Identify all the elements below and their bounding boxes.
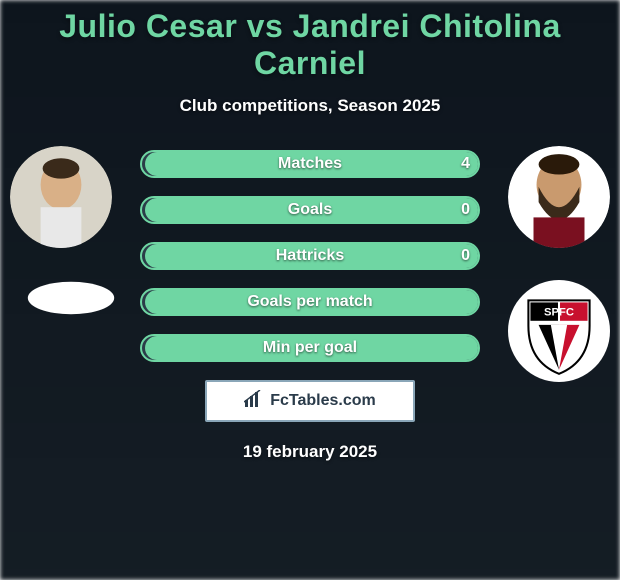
stat-label: Min per goal [140,334,480,362]
bars-icon [244,390,264,413]
comparison-date: 19 february 2025 [0,442,620,462]
comparison-subtitle: Club competitions, Season 2025 [0,96,620,116]
stat-label: Matches [140,150,480,178]
stat-row: Goals0 [140,196,480,224]
stat-bars: Matches4Goals0Hattricks0Goals per matchM… [140,150,480,362]
stat-row: Hattricks0 [140,242,480,270]
source-logo-text: FcTables.com [270,392,376,410]
svg-text:SPFC: SPFC [544,307,574,319]
source-logo: FcTables.com [205,380,415,422]
player-left-avatar [10,146,112,248]
player-right-club-badge: SPFC [508,280,610,382]
player-right-avatar [508,146,610,248]
card-content: Julio Cesar vs Jandrei Chitolina Carniel… [0,0,620,580]
player-left-club-badge [26,280,116,370]
stat-value-right: 0 [461,242,470,270]
comparison-title: Julio Cesar vs Jandrei Chitolina Carniel [0,8,620,82]
stats-area: SPFC Matches4Goals0Hattricks0Goals per m… [0,150,620,362]
stat-value-right: 0 [461,196,470,224]
stat-row: Min per goal [140,334,480,362]
stat-label: Hattricks [140,242,480,270]
stat-label: Goals [140,196,480,224]
stat-row: Matches4 [140,150,480,178]
stat-row: Goals per match [140,288,480,316]
stat-value-right: 4 [461,150,470,178]
stat-label: Goals per match [140,288,480,316]
comparison-card: Julio Cesar vs Jandrei Chitolina Carniel… [0,0,620,580]
